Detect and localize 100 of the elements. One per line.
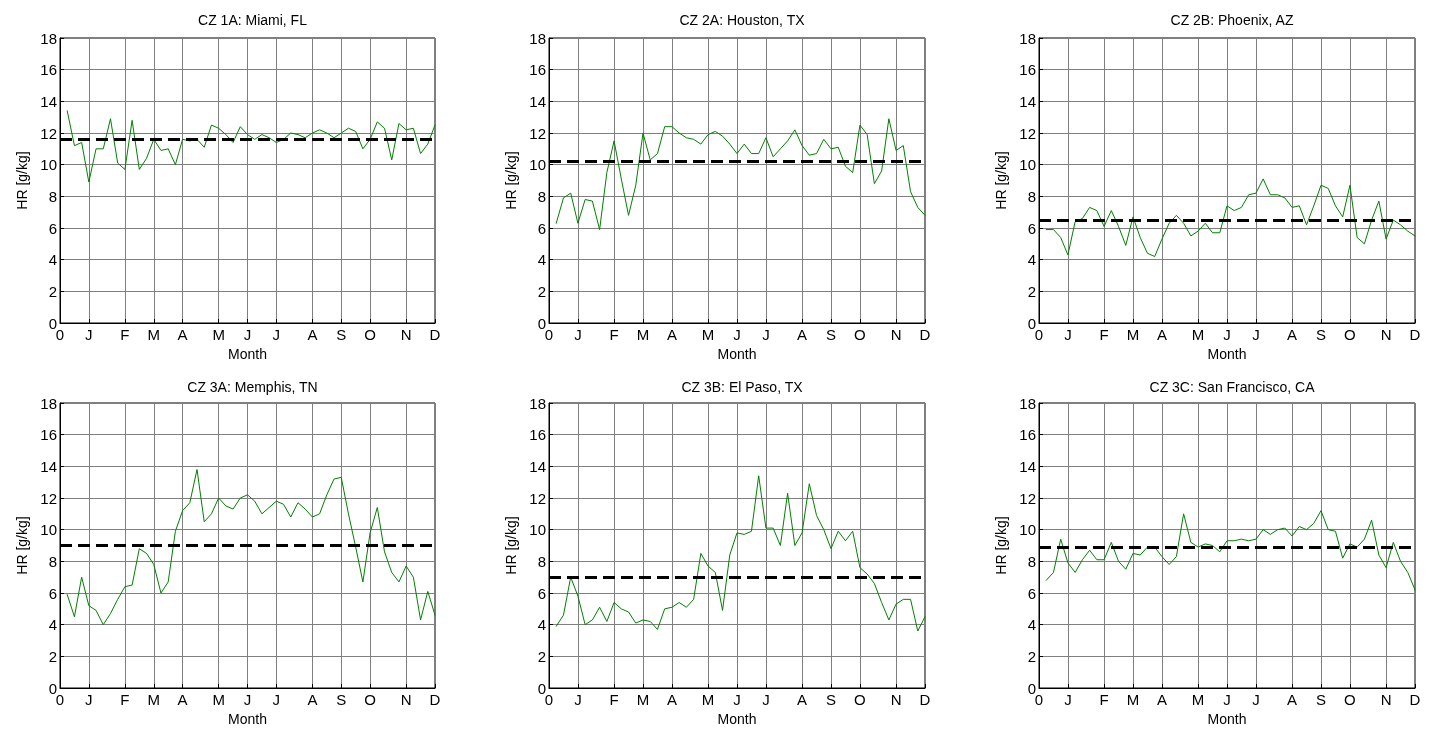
x-tick-label: M [1191, 691, 1205, 708]
y-tick-label: 6 [48, 584, 57, 602]
y-tick-label: 16 [529, 61, 546, 79]
x-axis-title: Month [1207, 710, 1247, 727]
y-tick-label: 18 [40, 29, 57, 47]
y-tick-label: 8 [537, 552, 546, 570]
y-tick-label: 2 [48, 282, 57, 300]
x-tick-label: F [1099, 691, 1109, 708]
y-tick-label: 12 [40, 124, 57, 142]
y-tick-label: 10 [1019, 521, 1036, 539]
x-tick-label: O [1344, 691, 1356, 708]
x-tick-label: J [272, 691, 281, 708]
x-tick-label: A [1287, 326, 1298, 343]
y-tick-label: 0 [537, 679, 546, 697]
x-axis-title: Month [717, 710, 757, 727]
x-tick-label: J [1223, 691, 1231, 708]
x-tick-label: J [1064, 691, 1072, 708]
y-tick-label: 2 [48, 647, 57, 665]
x-tick-label: N [1380, 691, 1392, 708]
x-tick-label: A [177, 326, 188, 343]
x-tick-label: A [307, 326, 318, 343]
x-tick-label: O [364, 326, 376, 343]
x-tick-label: O [1344, 326, 1356, 343]
y-axis-title: HR [g/kg] [503, 151, 520, 210]
y-tick-label: 12 [529, 124, 546, 142]
x-tick-label: F [120, 691, 130, 708]
x-tick-label: F [609, 691, 619, 708]
y-tick-label: 12 [529, 489, 546, 507]
chart-title: CZ 3B: El Paso, TX [681, 379, 804, 395]
y-tick-label: 14 [529, 92, 546, 110]
x-tick-label: A [797, 326, 808, 343]
x-tick-label: O [854, 326, 866, 343]
x-tick-label: S [825, 326, 837, 343]
y-tick-label: 0 [48, 679, 57, 697]
y-tick-label: 6 [48, 219, 57, 237]
y-tick-label: 0 [1027, 314, 1036, 332]
x-tick-label: M [147, 326, 160, 343]
y-tick-label: 8 [48, 552, 57, 570]
chart-title: CZ 2A: Houston, TX [679, 12, 806, 28]
x-tick-label: N [890, 326, 902, 343]
y-tick-label: 4 [48, 616, 57, 634]
x-tick-label: D [1409, 691, 1421, 708]
y-tick-label: 6 [1027, 219, 1036, 237]
x-tick-label: J [85, 326, 93, 343]
x-tick-label: F [609, 326, 619, 343]
x-tick-label: M [1126, 326, 1140, 343]
y-tick-label: 0 [537, 314, 546, 332]
y-tick-label: 0 [1027, 679, 1036, 697]
y-tick-label: 16 [529, 426, 546, 444]
x-tick-label: M [701, 691, 715, 708]
y-tick-label: 4 [537, 616, 546, 634]
x-tick-label: A [1156, 691, 1167, 708]
x-tick-label: A [307, 691, 318, 708]
x-tick-label: M [212, 326, 225, 343]
x-tick-label: J [243, 691, 252, 708]
chart-title: CZ 3A: Memphis, TN [187, 379, 318, 395]
y-tick-label: 10 [1019, 156, 1036, 174]
x-tick-label: J [1252, 326, 1260, 343]
y-tick-label: 2 [1027, 647, 1036, 665]
y-tick-label: 14 [40, 457, 57, 475]
x-tick-label: O [364, 691, 376, 708]
x-tick-label: J [243, 326, 252, 343]
line-series [66, 110, 436, 183]
x-tick-label: S [1315, 326, 1327, 343]
y-tick-label: 8 [1027, 552, 1036, 570]
x-tick-label: S [825, 691, 837, 708]
y-tick-label: 8 [537, 187, 546, 205]
x-tick-label: M [212, 691, 225, 708]
y-tick-label: 4 [1027, 251, 1036, 269]
x-tick-label: A [666, 326, 677, 343]
x-tick-label: M [701, 326, 715, 343]
y-tick-label: 6 [537, 219, 546, 237]
x-axis-title: Month [228, 710, 267, 727]
y-tick-label: 14 [1019, 92, 1036, 110]
y-tick-label: 6 [537, 584, 546, 602]
x-tick-label: J [574, 326, 582, 343]
line-series [555, 475, 926, 632]
y-axis-title: HR [g/kg] [993, 516, 1010, 575]
x-tick-label: J [85, 691, 93, 708]
x-tick-label: J [733, 326, 741, 343]
y-tick-label: 16 [1019, 61, 1036, 79]
y-tick-label: 14 [1019, 457, 1036, 475]
x-tick-label: S [1315, 691, 1327, 708]
y-tick-label: 12 [40, 489, 57, 507]
x-tick-label: A [1287, 691, 1298, 708]
x-tick-label: N [400, 326, 412, 343]
y-tick-label: 2 [537, 647, 546, 665]
y-tick-label: 2 [537, 282, 546, 300]
x-axis-title: Month [717, 345, 757, 362]
x-tick-label: J [1252, 691, 1260, 708]
x-tick-label: A [177, 691, 188, 708]
x-tick-label: O [854, 691, 866, 708]
y-tick-label: 16 [1019, 426, 1036, 444]
x-tick-label: M [636, 691, 650, 708]
y-tick-label: 4 [537, 251, 546, 269]
y-tick-label: 18 [1019, 29, 1036, 47]
x-tick-label: S [336, 326, 347, 343]
line-series [555, 118, 926, 231]
x-tick-label: N [890, 691, 902, 708]
chart-title: CZ 1A: Miami, FL [198, 12, 308, 28]
